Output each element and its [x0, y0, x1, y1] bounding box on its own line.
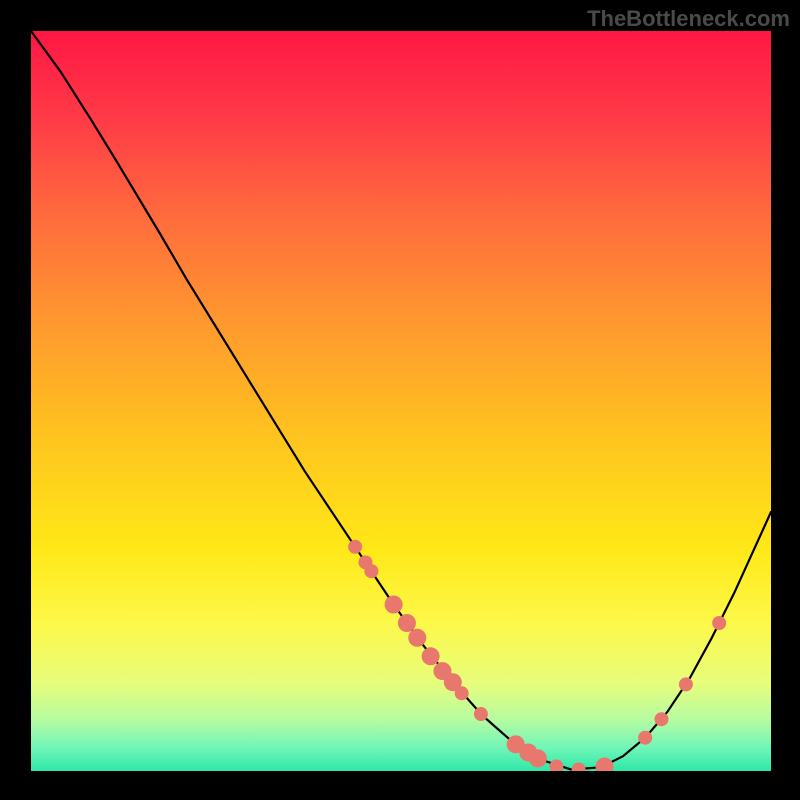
watermark-text: TheBottleneck.com [587, 6, 790, 32]
marker-point [654, 712, 668, 726]
marker-point [398, 614, 416, 632]
marker-point [638, 731, 652, 745]
marker-point [364, 564, 378, 578]
marker-point [408, 629, 426, 647]
marker-point [348, 540, 362, 554]
marker-point [679, 677, 693, 691]
plot-svg [31, 31, 771, 771]
marker-point [455, 686, 469, 700]
plot-area [31, 31, 771, 771]
marker-point [422, 647, 440, 665]
marker-point [529, 749, 547, 767]
marker-point [712, 616, 726, 630]
marker-point [385, 596, 403, 614]
chart-container: TheBottleneck.com [0, 0, 800, 800]
marker-point [474, 707, 488, 721]
gradient-background [31, 31, 771, 771]
